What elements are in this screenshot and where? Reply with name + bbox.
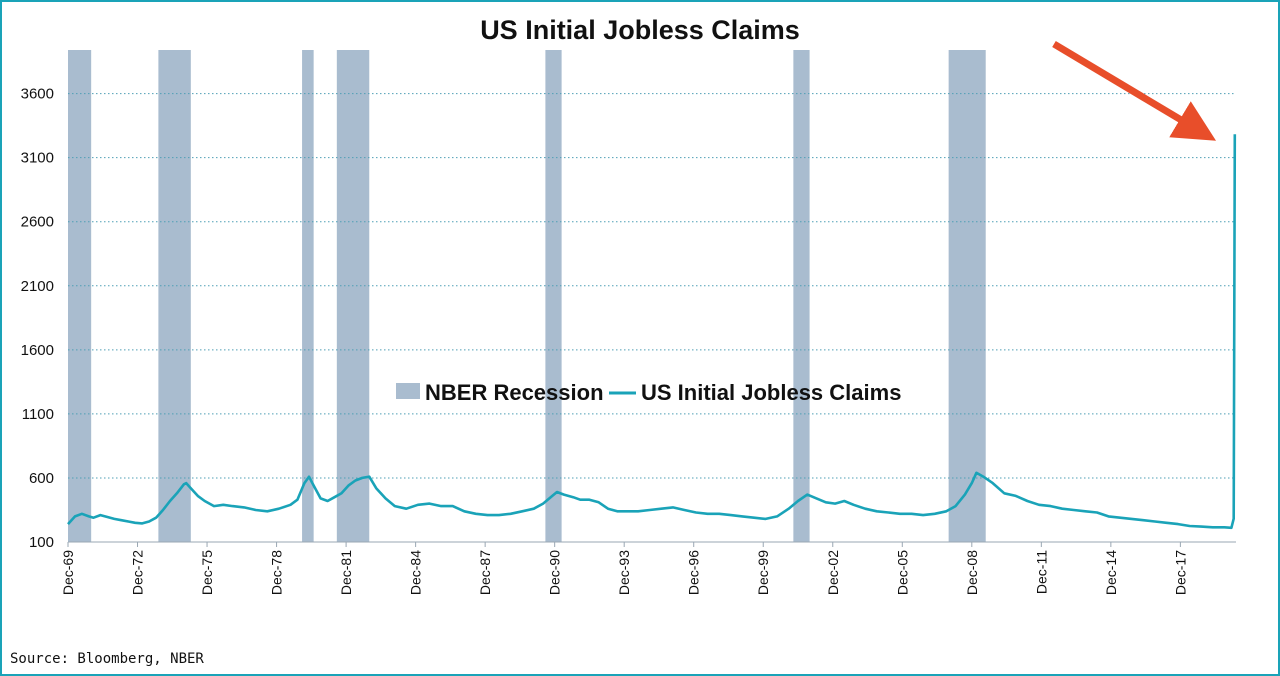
x-tick-label: Dec-96 — [686, 550, 702, 595]
y-tick-label: 3600 — [21, 86, 54, 103]
recession-band — [336, 50, 370, 542]
x-tick-label: Dec-75 — [199, 550, 215, 595]
x-tick-label: Dec-08 — [964, 550, 980, 595]
x-tick-label: Dec-11 — [1033, 550, 1049, 594]
recession-band — [158, 50, 191, 542]
y-tick-label: 600 — [29, 470, 54, 487]
x-tick-label: Dec-72 — [130, 550, 146, 595]
x-tick-label: Dec-14 — [1103, 550, 1119, 595]
y-tick-label: 2600 — [21, 214, 54, 231]
x-tick-label: Dec-99 — [755, 550, 771, 595]
legend: NBER Recession US Initial Jobless Claims — [396, 380, 901, 405]
y-tick-label: 3100 — [21, 150, 54, 167]
y-tick-label: 2100 — [21, 278, 54, 295]
series-line-jobless-claims — [67, 134, 1237, 530]
legend-swatch-recession — [396, 383, 420, 399]
recession-band — [948, 50, 986, 542]
x-tick-label: Dec-02 — [825, 550, 841, 595]
y-tick-label: 1600 — [21, 342, 54, 359]
x-tick-label: Dec-90 — [547, 550, 563, 595]
x-tick-label: Dec-93 — [616, 550, 632, 595]
y-tick-label: 1100 — [22, 406, 54, 423]
y-axis-ticks: 100 600 1100 1600 2100 2600 3100 3600 — [21, 86, 54, 551]
x-tick-label: Dec-05 — [894, 550, 910, 595]
legend-label-recession: NBER Recession — [425, 380, 604, 405]
x-tick-label: Dec-17 — [1172, 550, 1188, 595]
red-arrow — [1052, 40, 1217, 141]
chart-title: US Initial Jobless Claims — [480, 15, 800, 45]
x-tick-label: Dec-69 — [60, 550, 76, 595]
recession-band — [793, 50, 810, 542]
recession-band — [302, 50, 314, 542]
recession-band — [545, 50, 562, 542]
y-tick-label: 100 — [29, 534, 54, 551]
recession-bands — [68, 50, 986, 542]
x-tick-label: Dec-84 — [408, 550, 424, 595]
source-note: Source: Bloomberg, NBER — [10, 651, 204, 667]
x-tick-label: Dec-87 — [477, 550, 493, 595]
legend-label-claims: US Initial Jobless Claims — [641, 380, 901, 405]
x-tick-label: Dec-81 — [338, 550, 354, 595]
x-axis-ticks: Dec-69 Dec-72 Dec-75 Dec-78 Dec-81 Dec-84 Dec-… — [60, 542, 1188, 595]
recession-band — [68, 50, 92, 542]
gridlines — [68, 93, 1236, 479]
x-tick-label: Dec-78 — [269, 550, 285, 595]
